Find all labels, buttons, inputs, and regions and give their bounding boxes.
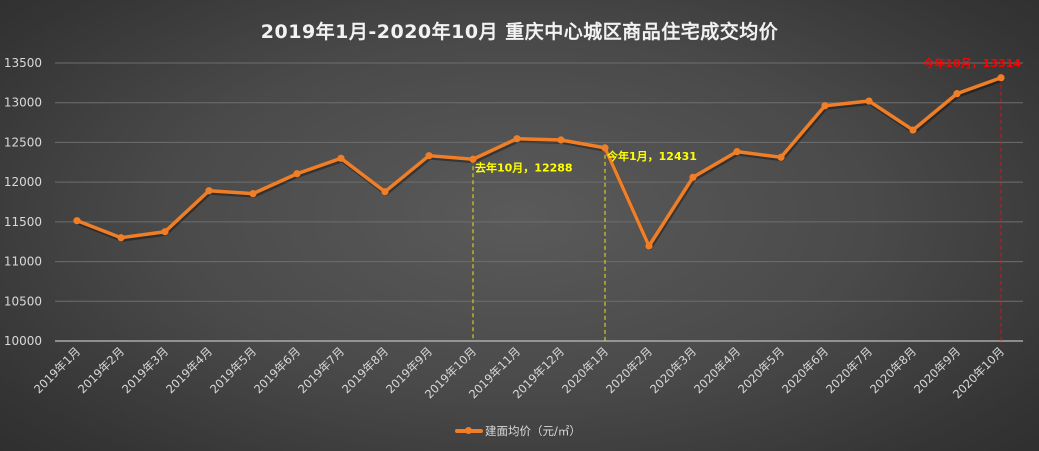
data-point-marker[interactable] [645, 242, 653, 250]
y-tick-label: 12000 [4, 175, 42, 189]
annotation-label: 去年10月，12288 [475, 160, 573, 174]
data-point-marker[interactable] [997, 74, 1005, 82]
y-tick-label: 13000 [4, 96, 42, 110]
y-tick-label: 13500 [4, 56, 42, 70]
legend-label: 建面均价（元/㎡） [485, 424, 581, 438]
y-tick-label: 11500 [4, 215, 42, 229]
series-line-shadow [77, 77, 1003, 251]
x-tick-label: 2019年2月 [75, 344, 127, 396]
data-point-marker[interactable] [821, 102, 829, 110]
data-point-marker[interactable] [865, 97, 873, 105]
data-point-marker[interactable] [733, 148, 741, 156]
data-point-marker[interactable] [601, 144, 609, 152]
data-point-marker[interactable] [381, 188, 389, 196]
y-tick-label: 12500 [4, 135, 42, 149]
data-point-marker[interactable] [117, 234, 125, 242]
data-point-marker[interactable] [909, 126, 917, 134]
legend-line-marker-icon [455, 427, 483, 434]
data-point-marker[interactable] [161, 228, 169, 236]
x-tick-label: 2019年4月 [163, 344, 215, 396]
legend[interactable]: 建面均价（元/㎡） [455, 423, 581, 439]
x-tick-label: 2020年3月 [647, 344, 699, 396]
x-tick-label: 2019年7月 [295, 344, 347, 396]
annotation-label: 今年10月，13314 [922, 56, 1021, 70]
y-tick-label: 10000 [4, 334, 42, 348]
data-point-marker[interactable] [425, 152, 433, 160]
x-tick-label: 2020年6月 [779, 344, 831, 396]
data-point-marker[interactable] [777, 153, 785, 161]
y-tick-label: 10500 [4, 294, 42, 308]
series-line [76, 76, 1002, 248]
x-tick-label: 2020年5月 [735, 344, 787, 396]
data-point-marker[interactable] [337, 154, 345, 162]
x-tick-label: 2019年6月 [251, 344, 303, 396]
data-point-marker[interactable] [513, 135, 521, 143]
annotation-label: 今年1月，12431 [606, 149, 697, 163]
x-tick-label: 2020年4月 [691, 344, 743, 396]
data-point-marker[interactable] [249, 190, 257, 198]
data-point-marker[interactable] [205, 187, 213, 195]
data-point-marker[interactable] [689, 173, 697, 181]
data-point-marker[interactable] [557, 136, 565, 144]
x-tick-label: 2020年1月 [559, 344, 611, 396]
data-point-marker[interactable] [469, 155, 477, 163]
data-point-marker[interactable] [293, 170, 301, 178]
x-tick-label: 2019年5月 [207, 344, 259, 396]
x-tick-label: 2020年7月 [823, 344, 875, 396]
x-tick-label: 2019年8月 [339, 344, 391, 396]
data-point-marker[interactable] [73, 217, 81, 225]
y-tick-label: 11000 [4, 255, 42, 269]
chart-title: 2019年1月-2020年10月 重庆中心城区商品住宅成交均价 [260, 21, 779, 43]
x-tick-label: 2020年8月 [867, 344, 919, 396]
x-tick-label: 2019年1月 [31, 344, 83, 396]
x-tick-label: 2019年3月 [119, 344, 171, 396]
data-point-marker[interactable] [953, 90, 961, 98]
x-tick-label: 2020年2月 [603, 344, 655, 396]
